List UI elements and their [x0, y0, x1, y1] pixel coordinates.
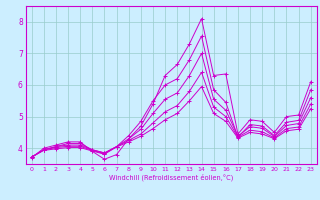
- X-axis label: Windchill (Refroidissement éolien,°C): Windchill (Refroidissement éolien,°C): [109, 173, 233, 181]
